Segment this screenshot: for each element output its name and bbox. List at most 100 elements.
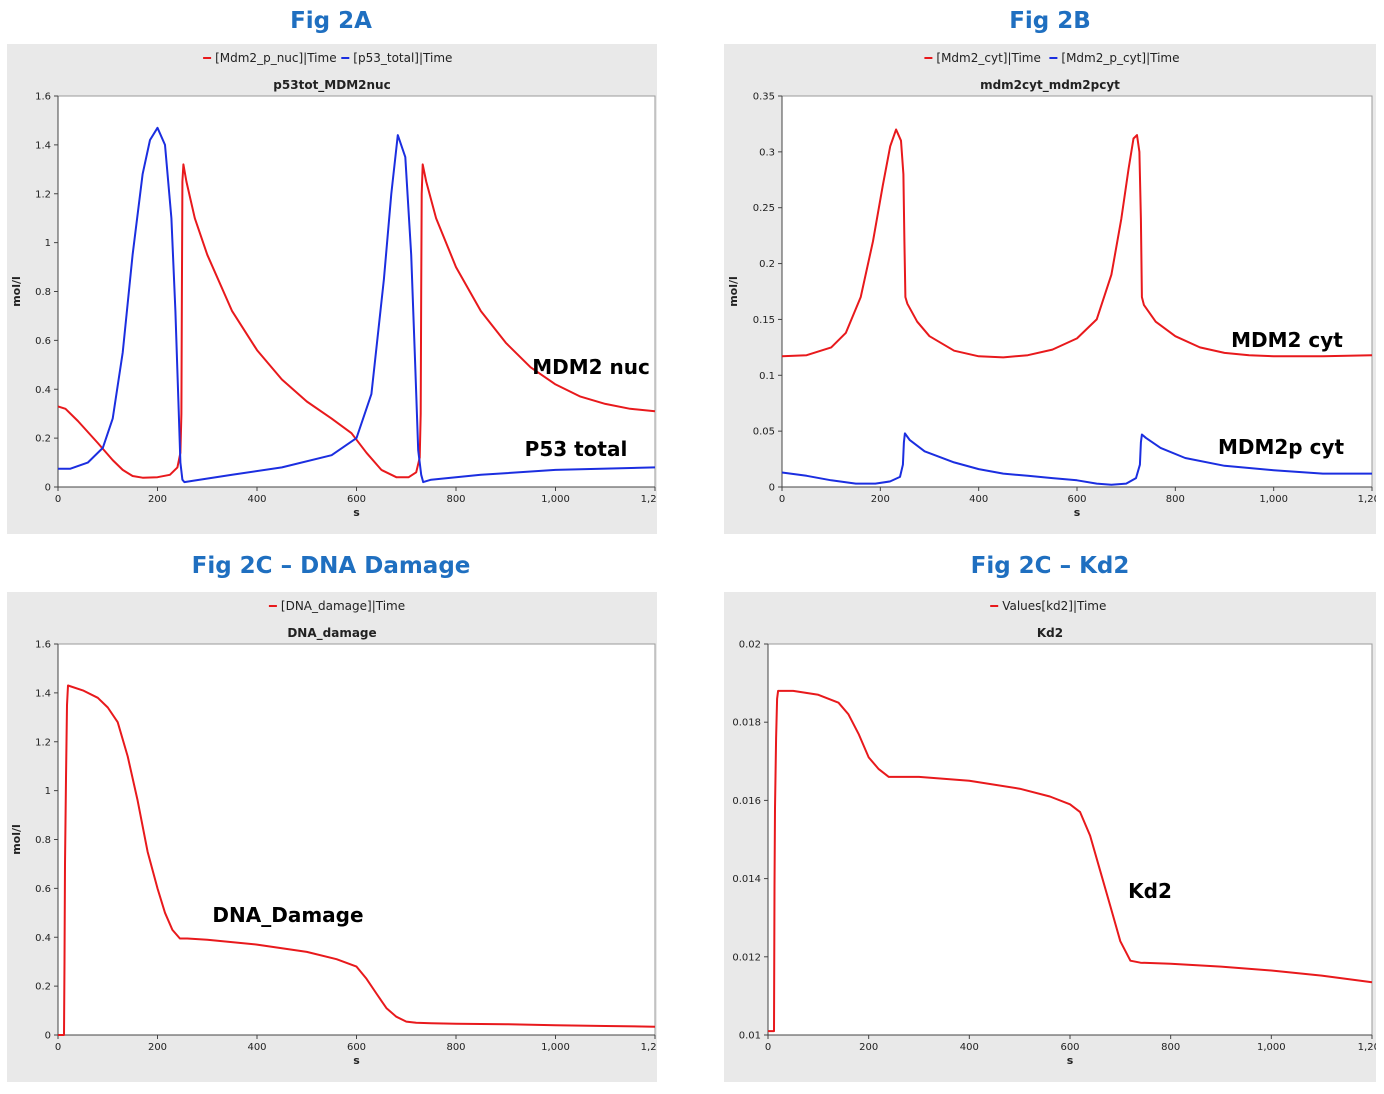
fig-title-2c-kd2: Fig 2C – Kd2 [970, 553, 1130, 579]
y-tick-label: 1.2 [35, 737, 51, 748]
y-tick-label: 0.01 [739, 1031, 761, 1042]
series-line-0 [57, 163, 656, 479]
legend-label-0: [DNA_damage]|Time [281, 599, 405, 613]
y-tick-label: 0.016 [732, 796, 761, 807]
y-axis-title: mol/l [727, 276, 740, 307]
chart-panel-2a: [Mdm2_p_nuc]|Time [p53_total]|Time p53tot_… [7, 44, 657, 534]
chart-title: DNA_damage [287, 626, 376, 641]
series-annotation: MDM2 cyt [1231, 328, 1343, 352]
x-tick-label: 800 [446, 1042, 465, 1053]
y-tick-label: 0.012 [732, 952, 761, 963]
series-line-1 [781, 432, 1372, 486]
series-annotation: Kd2 [1128, 879, 1172, 903]
x-tick-label: 400 [969, 494, 988, 505]
legend-label-0: Values[kd2]|Time [1002, 599, 1106, 613]
legend: [DNA_damage]|Time [268, 599, 405, 613]
y-tick-label: 0.2 [759, 259, 775, 270]
chart-title: mdm2cyt_mdm2pcyt [980, 78, 1120, 93]
x-tick-label: 0 [55, 494, 61, 505]
fig-title-2c-dna-damage: Fig 2C – DNA Damage [191, 553, 471, 579]
y-tick-label: 0 [45, 1031, 51, 1042]
x-tick-label: 0 [55, 1042, 61, 1053]
y-tick-label: 0.05 [753, 427, 775, 438]
chart-2b-svg: [Mdm2_cyt]|Time [Mdm2_p_cyt]|Time mdm2cyt_… [727, 51, 1376, 519]
y-tick-label: 1.6 [35, 640, 51, 651]
chart-2a-svg: [Mdm2_p_nuc]|Time [p53_total]|Time p53tot_… [10, 51, 657, 519]
series-annotation: DNA_Damage [212, 903, 363, 927]
x-tick-label: 600 [347, 1042, 366, 1053]
y-tick-label: 0.4 [35, 933, 51, 944]
y-tick-label: 0.35 [753, 92, 775, 103]
y-axis-title: mol/l [10, 824, 23, 855]
y-tick-label: 0.2 [35, 982, 51, 993]
y-tick-label: 0.6 [35, 336, 51, 347]
y-tick-label: 0.014 [732, 874, 761, 885]
series-annotation: P53 total [525, 437, 628, 461]
y-tick-label: 0.25 [753, 203, 775, 214]
y-axis-title: mol/l [10, 276, 23, 307]
x-tick-label: 200 [859, 1042, 878, 1053]
x-tick-label: 200 [148, 1042, 167, 1053]
y-tick-label: 0.1 [759, 371, 775, 382]
series-line-1 [58, 126, 656, 484]
y-tick-label: 0 [45, 483, 51, 494]
y-tick-label: 1.4 [35, 140, 51, 151]
x-tick-label: 1,000 [541, 494, 570, 505]
y-tick-label: 0.6 [35, 884, 51, 895]
x-axis-title: s [1074, 506, 1081, 519]
y-tick-label: 0.8 [35, 835, 51, 846]
legend-label-1: [p53_total]|Time [353, 51, 452, 65]
x-tick-label: 800 [1161, 1042, 1180, 1053]
y-tick-label: 1.6 [35, 92, 51, 103]
legend: [Mdm2_cyt]|Time [Mdm2_p_cyt]|Time [924, 51, 1179, 65]
y-tick-label: 0.4 [35, 385, 51, 396]
y-tick-label: 1.4 [35, 688, 51, 699]
x-tick-label: 600 [1060, 1042, 1079, 1053]
x-tick-label: 200 [148, 494, 167, 505]
x-tick-label: 0 [779, 494, 785, 505]
y-tick-label: 1.2 [35, 189, 51, 200]
x-tick-label: 400 [247, 494, 266, 505]
y-tick-label: 0 [769, 483, 775, 494]
x-tick-label: 200 [871, 494, 890, 505]
series-line-0 [58, 684, 656, 1036]
legend-label-1: [Mdm2_p_cyt]|Time [1061, 51, 1179, 65]
x-tick-label: 0 [765, 1042, 771, 1053]
x-tick-label: 1,200 [641, 1042, 657, 1053]
series-annotation: MDM2p cyt [1218, 435, 1344, 459]
x-tick-label: 800 [446, 494, 465, 505]
chart-panel-2c-kd2: Values[kd2]|Time Kd2 0.01 0.012 0.014 0.016 0.… [724, 592, 1376, 1082]
x-axis-title: s [353, 506, 360, 519]
series-annotation: MDM2 nuc [532, 355, 650, 379]
x-tick-label: 600 [347, 494, 366, 505]
y-tick-label: 0.15 [753, 315, 775, 326]
x-tick-label: 400 [247, 1042, 266, 1053]
fig-title-2a: Fig 2A [290, 8, 372, 34]
legend: [Mdm2_p_nuc]|Time [p53_total]|Time [203, 51, 452, 65]
series-line-0 [781, 128, 1373, 359]
y-tick-label: 0.3 [759, 147, 775, 158]
y-tick-label: 0.2 [35, 434, 51, 445]
x-tick-label: 1,200 [1358, 494, 1376, 505]
x-axis-title: s [353, 1054, 360, 1067]
y-tick-label: 1 [45, 786, 51, 797]
plot-area [57, 643, 656, 1036]
y-tick-label: 0.018 [732, 718, 761, 729]
chart-title: p53tot_MDM2nuc [273, 78, 390, 93]
chart-title: Kd2 [1037, 626, 1063, 640]
x-tick-label: 400 [960, 1042, 979, 1053]
legend-label-0: [Mdm2_p_nuc]|Time [215, 51, 337, 65]
x-tick-label: 800 [1166, 494, 1185, 505]
y-tick-label: 0.02 [739, 640, 761, 651]
chart-2c-kd2-svg: Values[kd2]|Time Kd2 0.01 0.012 0.014 0.016 0.… [732, 599, 1376, 1067]
x-tick-label: 1,200 [641, 494, 657, 505]
chart-panel-2b: [Mdm2_cyt]|Time [Mdm2_p_cyt]|Time mdm2cyt_… [724, 44, 1376, 534]
x-axis-title: s [1067, 1054, 1074, 1067]
series-line-0 [768, 689, 1373, 1033]
x-tick-label: 1,000 [1259, 494, 1288, 505]
x-tick-label: 600 [1067, 494, 1086, 505]
x-tick-label: 1,000 [541, 1042, 570, 1053]
legend: Values[kd2]|Time [990, 599, 1106, 613]
y-tick-label: 0.8 [35, 287, 51, 298]
chart-panel-2c-dna: [DNA_damage]|Time DNA_damage 0 0.2 0.4 0.6 0.8… [7, 592, 657, 1082]
